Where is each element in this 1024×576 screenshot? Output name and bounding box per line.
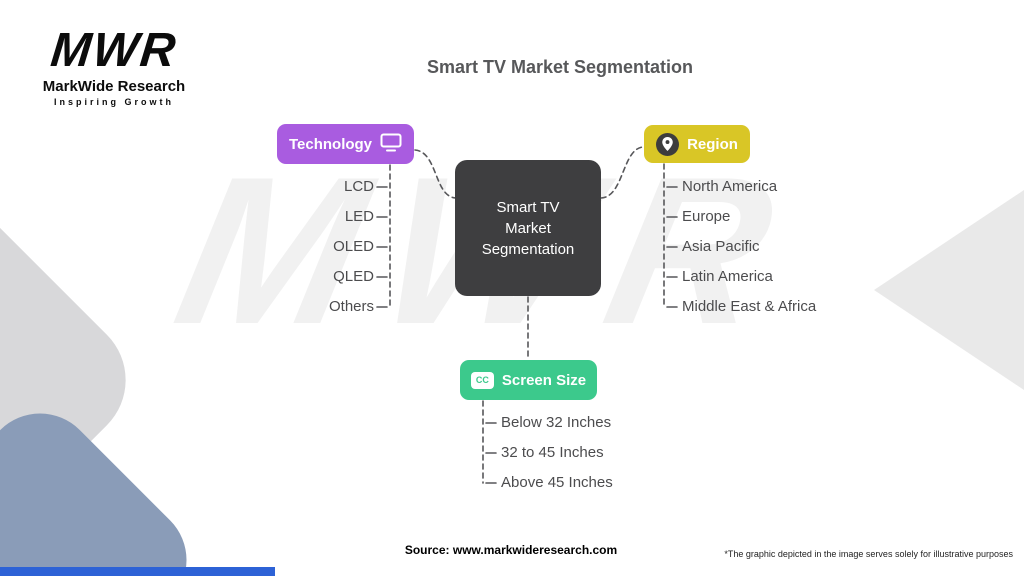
page-title: Smart TV Market Segmentation <box>426 57 694 77</box>
technology-item: LCD <box>343 178 374 195</box>
technology-item: QLED <box>333 268 374 285</box>
region-item: North America <box>682 178 778 195</box>
region-item: Middle East & Africa <box>682 298 817 315</box>
screen-size-pill: CC Screen Size <box>460 360 597 400</box>
technology-pill-label: Technology <box>288 135 373 153</box>
center-node: Smart TV Market Segmentation <box>455 160 601 296</box>
technology-items: LCD LED OLED QLED Others <box>329 172 374 322</box>
logo-acronym: MWR <box>48 24 180 77</box>
decor-blue-strip <box>0 567 275 576</box>
logo-tagline: Inspiring Growth <box>54 97 174 107</box>
screen-size-item: Above 45 Inches <box>501 474 613 491</box>
screen-size-pill-label: Screen Size <box>501 371 587 389</box>
technology-item: Others <box>328 298 374 315</box>
technology-pill: Technology <box>277 124 414 164</box>
screen-size-items: Below 32 Inches 32 to 45 Inches Above 45… <box>501 408 613 498</box>
cc-icon: CC <box>470 371 494 389</box>
logo: MWR MarkWide Research Inspiring Growth <box>28 24 200 107</box>
disclaimer-text: *The graphic depicted in the image serve… <box>724 549 1013 559</box>
region-pill: Region <box>644 125 750 163</box>
decor-right-triangle <box>874 190 1024 390</box>
region-item: Latin America <box>682 268 773 285</box>
region-item: Asia Pacific <box>682 238 760 255</box>
monitor-icon <box>380 133 402 156</box>
screen-size-item: 32 to 45 Inches <box>501 444 604 461</box>
map-pin-icon <box>656 132 680 156</box>
technology-item: OLED <box>333 238 374 255</box>
region-items: North America Europe Asia Pacific Latin … <box>682 172 816 322</box>
technology-item: LED <box>344 208 374 225</box>
center-node-label: Smart TV Market Segmentation <box>481 198 575 258</box>
logo-name: MarkWide Research <box>42 78 186 95</box>
source-text: Source: www.markwideresearch.com <box>404 543 618 557</box>
screen-size-item: Below 32 Inches <box>501 414 612 431</box>
region-item: Europe <box>682 208 731 225</box>
region-pill-label: Region <box>687 135 738 153</box>
